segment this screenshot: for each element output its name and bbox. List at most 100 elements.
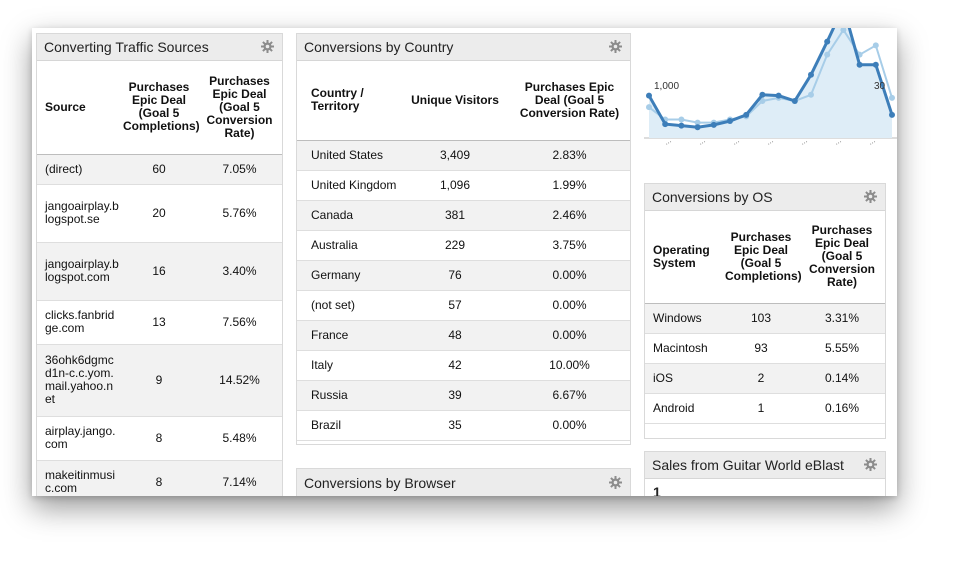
- source-cell[interactable]: jangoairplay.blogspot.se: [37, 184, 121, 243]
- country-table: Country / Territory Unique Visitors Purc…: [297, 61, 630, 441]
- os-cell[interactable]: Android: [645, 393, 723, 424]
- right-axis-label: 30: [874, 81, 886, 92]
- visitors-cell: 39: [401, 380, 509, 411]
- table-row: Canada 381 2.46%: [297, 200, 630, 231]
- series-1-point[interactable]: [775, 92, 782, 99]
- visitors-cell: 35: [401, 410, 509, 441]
- series-2-point[interactable]: [824, 51, 831, 58]
- series-1-point[interactable]: [710, 121, 717, 128]
- os-table: Operating System Purchases Epic Deal (Go…: [645, 211, 885, 424]
- country-cell[interactable]: Australia: [297, 230, 401, 261]
- series-1-point[interactable]: [727, 118, 733, 125]
- country-cell[interactable]: France: [297, 320, 401, 351]
- series-1-point[interactable]: [694, 124, 701, 131]
- column-header-source[interactable]: Source: [37, 61, 121, 155]
- country-cell[interactable]: Russia: [297, 380, 401, 411]
- table-row: Australia 229 3.75%: [297, 230, 630, 261]
- table-row: iOS 2 0.14%: [645, 363, 885, 394]
- gear-icon[interactable]: [609, 40, 622, 53]
- source-cell[interactable]: makeitinmusic.com: [37, 460, 121, 496]
- gear-icon[interactable]: [261, 40, 274, 53]
- series-2-point[interactable]: [872, 42, 879, 49]
- column-header-completions[interactable]: Purchases Epic Deal (Goal 5 Completions): [723, 211, 802, 304]
- column-header-conversion-rate[interactable]: Purchases Epic Deal (Goal 5 Conversion R…: [799, 211, 885, 304]
- rate-cell: 5.76%: [197, 184, 282, 243]
- series-1-line: [647, 28, 894, 129]
- completions-cell: 93: [723, 333, 799, 364]
- rate-cell: 10.00%: [509, 350, 630, 381]
- series-2-point[interactable]: [759, 97, 766, 104]
- series-1-point[interactable]: [743, 111, 750, 118]
- series-1-point[interactable]: [889, 111, 895, 118]
- table-row: makeitinmusic.com 8 7.14%: [37, 460, 282, 496]
- source-cell[interactable]: jangoairplay.blogspot.com: [37, 242, 121, 301]
- series-2-point[interactable]: [646, 104, 652, 111]
- country-cell[interactable]: Germany: [297, 260, 401, 291]
- x-tick-label: ...: [697, 136, 707, 146]
- gear-icon[interactable]: [864, 458, 877, 471]
- series-2-point[interactable]: [678, 116, 685, 123]
- source-cell[interactable]: 36ohk6dgmcd1n-c.c.yom.mail.yahoo.net: [37, 344, 121, 417]
- series-2-point[interactable]: [840, 28, 847, 33]
- gear-icon[interactable]: [864, 190, 877, 203]
- table-row: (direct) 60 7.05%: [37, 154, 282, 185]
- series-1-point[interactable]: [646, 92, 652, 99]
- column-header-unique-visitors[interactable]: Unique Visitors: [401, 61, 509, 141]
- series-1-point[interactable]: [662, 121, 669, 128]
- browser-header: Conversions by Browser: [297, 469, 630, 496]
- x-tick-label: ...: [833, 136, 843, 146]
- series-1-point[interactable]: [759, 91, 766, 98]
- traffic-sources-table: Source Purchases Epic Deal (Goal 5 Compl…: [37, 61, 282, 496]
- traffic-sources-widget: Converting Traffic Sources Source Purcha…: [36, 33, 283, 496]
- column-header-conversion-rate[interactable]: Purchases Epic Deal (Goal 5 Conversion R…: [197, 61, 282, 155]
- browser-widget: Conversions by Browser: [296, 468, 631, 496]
- series-2-point[interactable]: [889, 94, 895, 101]
- os-cell[interactable]: Macintosh: [645, 333, 723, 364]
- completions-cell: 8: [121, 416, 197, 461]
- column-header-country[interactable]: Country / Territory: [297, 61, 401, 141]
- series-1-point[interactable]: [824, 38, 831, 45]
- country-cell[interactable]: United States: [297, 140, 401, 171]
- rate-cell: 0.14%: [799, 363, 885, 394]
- rate-cell: 0.00%: [509, 410, 630, 441]
- country-cell[interactable]: Italy: [297, 350, 401, 381]
- series-2-point[interactable]: [694, 119, 701, 126]
- series-1-point[interactable]: [856, 61, 863, 68]
- country-cell[interactable]: United Kingdom: [297, 170, 401, 201]
- os-cell[interactable]: Windows: [645, 303, 723, 334]
- trend-chart: ..................... 1,000 30: [644, 28, 897, 146]
- source-cell[interactable]: (direct): [37, 154, 121, 185]
- os-cell[interactable]: iOS: [645, 363, 723, 394]
- sales-header: Sales from Guitar World eBlast: [645, 452, 885, 479]
- table-row: jangoairplay.blogspot.se 20 5.76%: [37, 184, 282, 243]
- table-row: Russia 39 6.67%: [297, 380, 630, 411]
- completions-cell: 8: [121, 460, 197, 496]
- rate-cell: 0.00%: [509, 260, 630, 291]
- series-1-point[interactable]: [678, 122, 685, 129]
- column-header-os[interactable]: Operating System: [645, 211, 723, 304]
- rate-cell: 3.31%: [799, 303, 885, 334]
- series-1-point[interactable]: [791, 97, 798, 104]
- x-tick-label: ...: [867, 136, 877, 146]
- gear-icon[interactable]: [609, 476, 622, 489]
- table-row: (not set) 57 0.00%: [297, 290, 630, 321]
- country-cell[interactable]: (not set): [297, 290, 401, 321]
- completions-cell: 9: [121, 344, 197, 417]
- country-cell[interactable]: Brazil: [297, 410, 401, 441]
- sales-widget: Sales from Guitar World eBlast 1: [644, 451, 886, 496]
- source-cell[interactable]: airplay.jango.com: [37, 416, 121, 461]
- series-1-point[interactable]: [872, 61, 879, 68]
- visitors-cell: 57: [401, 290, 509, 321]
- column-header-completions[interactable]: Purchases Epic Deal (Goal 5 Completions): [121, 61, 200, 155]
- rate-cell: 5.48%: [197, 416, 282, 461]
- left-axis-label: 1,000: [654, 81, 680, 92]
- country-cell[interactable]: Canada: [297, 200, 401, 231]
- traffic-sources-header: Converting Traffic Sources: [37, 34, 282, 61]
- series-1-point[interactable]: [808, 71, 814, 78]
- rate-cell: 0.16%: [799, 393, 885, 424]
- visitors-cell: 229: [401, 230, 509, 261]
- series-2-point[interactable]: [808, 91, 814, 98]
- completions-cell: 13: [121, 300, 197, 345]
- column-header-conversion-rate[interactable]: Purchases Epic Deal (Goal 5 Conversion R…: [509, 61, 630, 141]
- source-cell[interactable]: clicks.fanbridge.com: [37, 300, 121, 345]
